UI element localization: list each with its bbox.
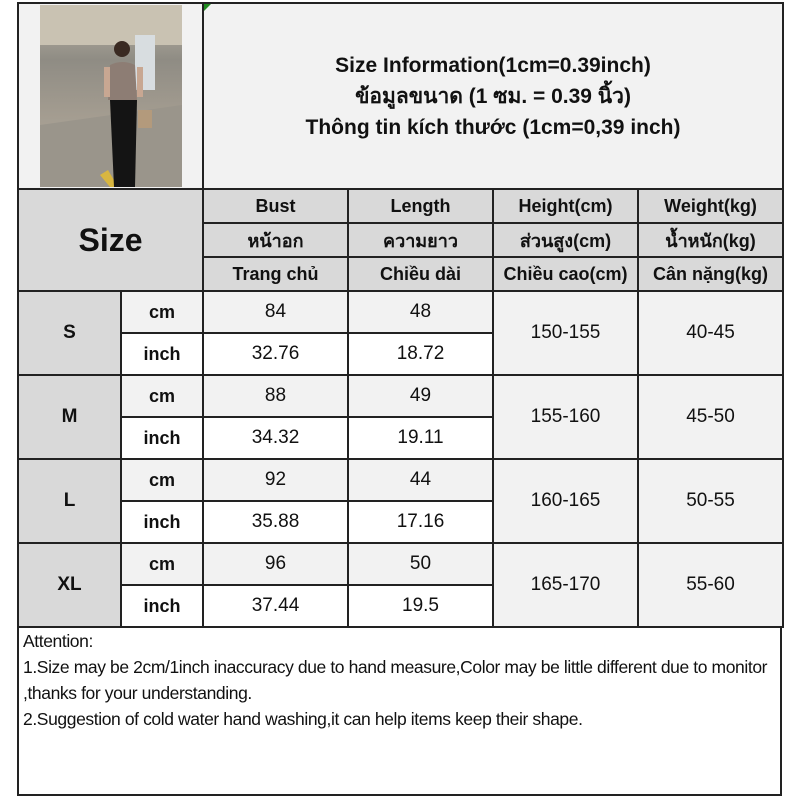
- length-cm: 50: [347, 542, 494, 586]
- col-weight-vi: Cân nặng(kg): [636, 256, 785, 292]
- weight-range: 40-45: [636, 290, 785, 376]
- table-row-cm: S cm 84 48 150-155 40-45: [17, 290, 785, 376]
- product-photo-cell: [17, 2, 204, 190]
- height-range: 155-160: [492, 374, 639, 460]
- unit-cm: cm: [120, 374, 204, 418]
- col-length-vi: Chiều dài: [347, 256, 494, 292]
- unit-cm: cm: [120, 290, 204, 334]
- unit-inch: inch: [120, 332, 204, 376]
- length-cm: 48: [347, 290, 494, 334]
- title-cell: Size Information(1cm=0.39inch) ข้อมูลขนา…: [201, 2, 785, 190]
- bust-inch: 35.88: [202, 500, 349, 544]
- table-row-inch: inch 34.32 19.11: [18, 416, 783, 460]
- col-length-en: Length: [347, 188, 494, 224]
- attention-note-2: 2.Suggestion of cold water hand washing,…: [23, 709, 583, 729]
- col-weight-en: Weight(kg): [636, 188, 785, 224]
- comment-marker-icon: [204, 4, 211, 11]
- length-inch: 19.5: [347, 584, 494, 628]
- length-inch: 19.11: [347, 416, 494, 460]
- length-inch: 17.16: [347, 500, 494, 544]
- col-bust-vi: Trang chủ: [202, 256, 349, 292]
- unit-inch: inch: [120, 416, 204, 460]
- unit-inch: inch: [120, 500, 204, 544]
- height-range: 160-165: [492, 458, 639, 544]
- title-thai: ข้อมูลขนาด (1 ซม. = 0.39 นิ้ว): [355, 84, 631, 108]
- bust-cm: 92: [202, 458, 349, 502]
- height-range: 150-155: [492, 290, 639, 376]
- size-label: XL: [17, 542, 122, 628]
- bust-cm: 88: [202, 374, 349, 418]
- col-height-en: Height(cm): [492, 188, 639, 224]
- col-bust-th: หน้าอก: [202, 222, 349, 258]
- height-range: 165-170: [492, 542, 639, 628]
- unit-cm: cm: [120, 458, 204, 502]
- attention-notes: Attention: 1.Size may be 2cm/1inch inacc…: [17, 628, 782, 796]
- title-vietnamese: Thông tin kích thước (1cm=0,39 inch): [305, 115, 681, 139]
- bust-inch: 37.44: [202, 584, 349, 628]
- attention-note-1: 1.Size may be 2cm/1inch inaccuracy due t…: [23, 657, 768, 703]
- length-cm: 44: [347, 458, 494, 502]
- col-height-th: ส่วนสูง(cm): [492, 222, 639, 258]
- col-bust-en: Bust: [202, 188, 349, 224]
- bust-inch: 32.76: [202, 332, 349, 376]
- size-header: Size: [17, 188, 204, 292]
- col-weight-th: น้ำหนัก(kg): [636, 222, 785, 258]
- unit-cm: cm: [120, 542, 204, 586]
- size-table: Size Information(1cm=0.39inch) ข้อมูลขนา…: [17, 2, 785, 628]
- table-row-cm: M cm 88 49 155-160 45-50: [17, 374, 785, 460]
- product-photo: [39, 5, 182, 187]
- table-row-inch: inch 35.88 17.16: [18, 500, 783, 544]
- table-row-cm: XL cm 96 50 165-170 55-60: [17, 542, 785, 628]
- size-label: L: [17, 458, 122, 544]
- col-height-vi: Chiều cao(cm): [492, 256, 639, 292]
- bust-inch: 34.32: [202, 416, 349, 460]
- weight-range: 55-60: [636, 542, 785, 628]
- length-cm: 49: [347, 374, 494, 418]
- size-label: M: [17, 374, 122, 460]
- table-row-cm: L cm 92 44 160-165 50-55: [17, 458, 785, 544]
- unit-inch: inch: [120, 584, 204, 628]
- size-label: S: [17, 290, 122, 376]
- attention-heading: Attention:: [23, 631, 93, 651]
- col-length-th: ความยาว: [347, 222, 494, 258]
- weight-range: 45-50: [636, 374, 785, 460]
- bust-cm: 96: [202, 542, 349, 586]
- title-english: Size Information(1cm=0.39inch): [335, 53, 651, 77]
- weight-range: 50-55: [636, 458, 785, 544]
- length-inch: 18.72: [347, 332, 494, 376]
- bust-cm: 84: [202, 290, 349, 334]
- table-row-inch: inch 37.44 19.5: [18, 584, 783, 628]
- size-chart: Size Information(1cm=0.39inch) ข้อมูลขนา…: [17, 2, 785, 796]
- table-row-inch: inch 32.76 18.72: [18, 332, 783, 376]
